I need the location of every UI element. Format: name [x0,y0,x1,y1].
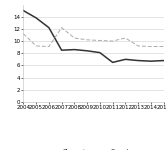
Queretaro [61,27,63,28]
Chongqing [150,60,152,62]
Chongqing [48,27,50,28]
Queretaro [99,40,101,41]
Chongqing [124,58,126,60]
Queretaro [112,40,114,42]
Queretaro [73,37,75,39]
Queretaro [86,39,88,41]
Chongqing [73,49,75,51]
Chongqing [86,50,88,52]
Queretaro [48,46,50,47]
Chongqing [22,10,24,12]
Chongqing [112,61,114,63]
Legend: Chongqing, Queretaro: Chongqing, Queretaro [46,146,141,150]
Chongqing [35,17,37,19]
Queretaro [150,46,152,47]
Queretaro [163,46,165,47]
Queretaro [137,45,139,47]
Queretaro [124,37,126,39]
Queretaro [22,33,24,35]
Chongqing [137,60,139,61]
Line: Queretaro: Queretaro [23,28,164,46]
Chongqing [61,49,63,51]
Line: Chongqing: Chongqing [23,11,164,62]
Chongqing [163,60,165,61]
Queretaro [35,45,37,47]
Chongqing [99,52,101,54]
